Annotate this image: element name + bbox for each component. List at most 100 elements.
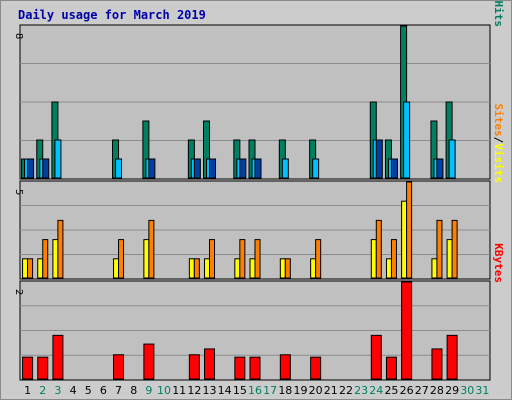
x-tick-label-day-8: 8 — [130, 384, 137, 397]
bar-visits-day-25 — [385, 258, 392, 279]
bar-visits-day-9 — [143, 239, 150, 279]
bar-sites-day-20 — [315, 239, 322, 279]
bar-sites-day-7 — [118, 239, 125, 279]
bar-visits-day-3 — [52, 239, 59, 279]
bar-kbytes-day-12 — [188, 354, 200, 380]
bar-sites-day-3 — [57, 219, 64, 279]
x-tick-label-day-16: 16 — [248, 384, 262, 397]
bar-sites-day-16 — [254, 239, 261, 279]
bar-pages-day-16 — [254, 158, 262, 179]
bar-visits-day-12 — [188, 258, 195, 279]
bar-sites-day-13 — [209, 239, 216, 279]
bar-kbytes-day-9 — [143, 343, 155, 380]
x-tick-label-day-27: 27 — [415, 384, 429, 397]
bar-pages-day-9 — [148, 158, 156, 179]
bar-pages-day-1 — [27, 158, 35, 179]
bar-visits-day-1 — [22, 258, 29, 279]
x-tick-label-day-17: 17 — [263, 384, 277, 397]
panel-2-scale-label: 5 — [13, 189, 24, 195]
bar-pages-day-28 — [436, 158, 444, 179]
bar-kbytes-day-13 — [204, 348, 216, 380]
bar-sites-day-25 — [390, 239, 397, 279]
x-tick-label-day-4: 4 — [70, 384, 77, 397]
bar-pages-day-25 — [390, 158, 398, 179]
x-tick-label-day-23: 23 — [354, 384, 368, 397]
bar-kbytes-day-7 — [113, 354, 125, 380]
bar-pages-day-24 — [375, 139, 383, 179]
panel-3-scale-label: 2 — [13, 289, 24, 295]
bar-visits-day-24 — [370, 239, 377, 279]
bar-kbytes-day-3 — [52, 334, 64, 380]
x-tick-label-day-11: 11 — [172, 384, 186, 397]
bar-sites-day-28 — [436, 219, 443, 279]
bar-visits-day-20 — [310, 258, 317, 279]
x-tick-label-day-5: 5 — [85, 384, 92, 397]
bar-files-day-20 — [312, 158, 320, 179]
legend-top: Pages/Files/Hits — [492, 0, 505, 27]
bar-kbytes-day-29 — [446, 334, 458, 380]
bar-files-day-3 — [54, 139, 62, 179]
panel-1-scale-label: 8 — [13, 33, 24, 39]
x-tick-label-day-10: 10 — [157, 384, 171, 397]
x-tick-label-day-28: 28 — [430, 384, 444, 397]
bar-kbytes-day-24 — [370, 334, 382, 380]
bar-visits-day-18 — [279, 258, 286, 279]
bar-kbytes-day-18 — [279, 354, 291, 380]
bar-kbytes-day-25 — [385, 356, 397, 380]
bar-visits-day-29 — [446, 239, 453, 279]
x-tick-label-day-31: 31 — [475, 384, 489, 397]
bar-sites-day-29 — [451, 219, 458, 279]
x-tick-label-day-15: 15 — [233, 384, 247, 397]
x-tick-label-day-25: 25 — [384, 384, 398, 397]
bar-pages-day-12 — [193, 158, 201, 179]
legend-mid-item-0: Sites — [492, 104, 505, 137]
x-tick-label-day-29: 29 — [445, 384, 459, 397]
x-tick-label-day-9: 9 — [145, 384, 152, 397]
bar-visits-day-16 — [249, 258, 256, 279]
bar-kbytes-day-2 — [37, 356, 49, 380]
bar-sites-day-24 — [375, 219, 382, 279]
legend-top-item-4: Hits — [492, 1, 505, 28]
bar-pages-day-2 — [42, 158, 50, 179]
bar-files-day-18 — [281, 158, 289, 179]
x-tick-label-day-3: 3 — [54, 384, 61, 397]
legend-mid: Sites/Visits — [492, 104, 505, 184]
bar-sites-day-18 — [284, 258, 291, 279]
bar-sites-day-1 — [27, 258, 34, 279]
bar-kbytes-day-16 — [249, 356, 261, 380]
bar-sites-day-26 — [406, 181, 413, 279]
bar-visits-day-26 — [401, 200, 408, 279]
bar-sites-day-2 — [42, 239, 49, 279]
x-tick-label-day-2: 2 — [39, 384, 46, 397]
bar-sites-day-12 — [193, 258, 200, 279]
legend-mid-item-2: Visits — [492, 143, 505, 183]
x-tick-label-day-20: 20 — [309, 384, 323, 397]
bar-pages-day-13 — [209, 158, 217, 179]
bar-kbytes-day-28 — [431, 348, 443, 380]
bar-kbytes-day-26 — [401, 281, 413, 380]
x-tick-label-day-13: 13 — [203, 384, 217, 397]
x-tick-label-day-6: 6 — [100, 384, 107, 397]
bar-visits-day-28 — [431, 258, 438, 279]
bar-kbytes-day-1 — [22, 356, 34, 380]
bar-pages-day-15 — [239, 158, 247, 179]
x-tick-label-day-26: 26 — [400, 384, 414, 397]
bar-visits-day-7 — [113, 258, 120, 279]
x-tick-label-day-22: 22 — [339, 384, 353, 397]
bar-kbytes-day-20 — [310, 356, 322, 380]
legend-bottom: KBytes — [492, 243, 505, 283]
x-tick-label-day-21: 21 — [324, 384, 338, 397]
bar-visits-day-15 — [234, 258, 241, 279]
x-tick-label-day-1: 1 — [24, 384, 31, 397]
bar-files-day-7 — [115, 158, 123, 179]
bar-sites-day-15 — [239, 239, 246, 279]
bar-files-day-29 — [448, 139, 456, 179]
x-tick-label-day-7: 7 — [115, 384, 122, 397]
bar-sites-day-9 — [148, 219, 155, 279]
bar-kbytes-day-15 — [234, 356, 246, 380]
bar-visits-day-2 — [37, 258, 44, 279]
legend-mid-item-1: / — [492, 137, 505, 144]
x-tick-label-day-19: 19 — [293, 384, 307, 397]
x-tick-label-day-14: 14 — [218, 384, 232, 397]
